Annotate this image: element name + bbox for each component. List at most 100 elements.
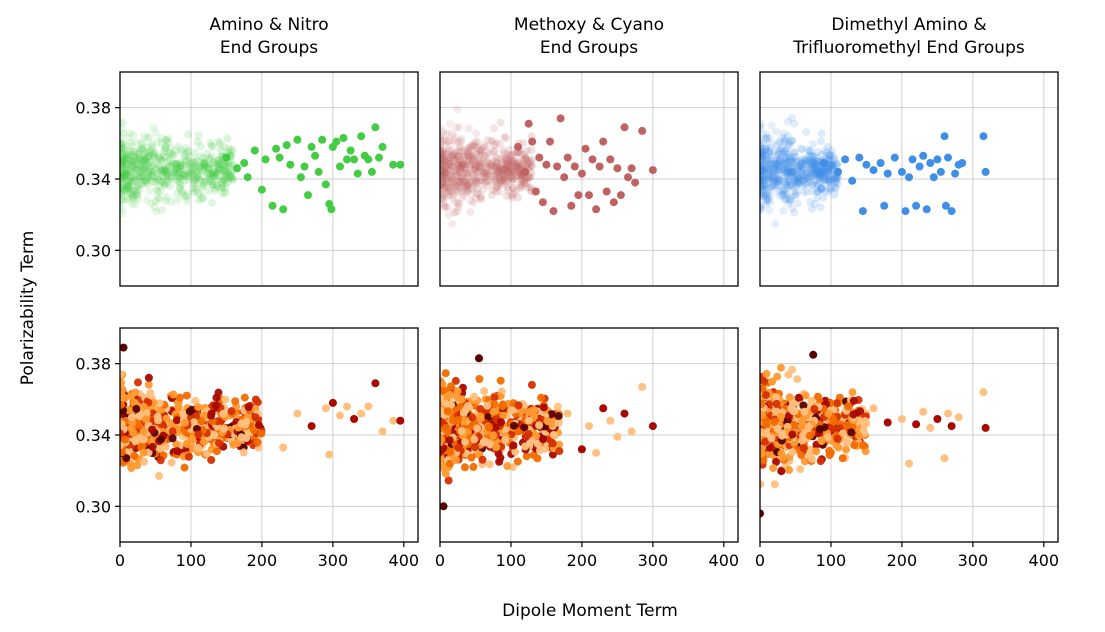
scatter-point <box>624 173 632 182</box>
scatter-point <box>186 170 195 179</box>
scatter-point <box>173 177 182 186</box>
scatter-point <box>477 145 486 154</box>
scatter-point <box>760 190 766 199</box>
scatter-point <box>777 186 786 195</box>
scatter-point <box>499 175 508 184</box>
scatter-point <box>760 174 768 183</box>
scatter-point <box>120 138 127 147</box>
scatter-point <box>522 154 531 163</box>
scatter-point <box>456 152 465 161</box>
scatter-point <box>525 159 534 168</box>
scatter-point <box>124 178 133 187</box>
scatter-point <box>146 148 155 157</box>
scatter-point <box>463 180 472 189</box>
scatter-point <box>809 159 818 168</box>
scatter-point <box>810 165 819 174</box>
scatter-point <box>172 159 181 168</box>
scatter-point <box>447 183 456 192</box>
scatter-point <box>198 182 207 191</box>
scatter-point <box>760 201 764 210</box>
scatter-point <box>763 148 772 157</box>
scatter-point <box>445 146 454 155</box>
scatter-point <box>769 171 778 180</box>
scatter-point <box>785 165 794 174</box>
scatter-point <box>440 168 449 177</box>
scatter-point <box>120 159 125 167</box>
scatter-point <box>766 153 775 162</box>
scatter-point <box>524 408 533 417</box>
scatter-point <box>459 183 468 192</box>
scatter-point <box>505 150 514 159</box>
scatter-point <box>175 185 184 193</box>
scatter-point <box>451 376 460 385</box>
scatter-point <box>192 157 201 166</box>
scatter-point <box>192 174 201 183</box>
scatter-point <box>883 418 892 427</box>
scatter-point <box>760 149 764 157</box>
scatter-point <box>803 145 812 154</box>
scatter-point <box>462 187 471 196</box>
scatter-point <box>513 163 522 172</box>
scatter-point <box>120 183 125 192</box>
scatter-point <box>469 163 478 172</box>
scatter-point <box>496 118 505 127</box>
scatter-point <box>861 417 870 426</box>
scatter-point <box>443 156 452 165</box>
scatter-point <box>855 431 864 440</box>
scatter-point <box>485 170 494 179</box>
scatter-point <box>186 168 195 177</box>
scatter-point <box>222 153 231 162</box>
scatter-point <box>175 173 184 182</box>
scatter-point <box>613 432 622 441</box>
scatter-point <box>798 166 806 175</box>
scatter-point <box>168 151 177 159</box>
scatter-point <box>131 153 140 162</box>
scatter-point <box>130 153 139 162</box>
scatter-point <box>787 168 796 177</box>
scatter-point <box>148 172 157 181</box>
scatter-point <box>767 157 776 166</box>
scatter-point <box>501 177 510 186</box>
scatter-point <box>760 177 766 186</box>
scatter-point <box>183 169 192 178</box>
scatter-point <box>822 169 830 178</box>
scatter-point <box>216 160 225 168</box>
scatter-point <box>760 177 769 186</box>
scatter-point <box>491 423 500 432</box>
scatter-point <box>513 148 522 157</box>
scatter-point <box>446 187 455 196</box>
scatter-point <box>483 163 492 172</box>
scatter-point <box>768 182 777 191</box>
scatter-point <box>139 168 148 177</box>
scatter-point <box>215 160 224 168</box>
scatter-point <box>194 171 203 180</box>
scatter-point <box>813 161 821 170</box>
scatter-point <box>462 184 471 193</box>
scatter-point <box>173 172 182 181</box>
scatter-point <box>440 195 446 204</box>
scatter-point <box>206 138 215 147</box>
y-axis-label: Polarizability Term <box>18 231 38 386</box>
scatter-point <box>805 158 814 167</box>
scatter-point <box>204 163 213 171</box>
scatter-point <box>773 154 782 163</box>
scatter-point <box>120 178 125 187</box>
scatter-point <box>789 159 798 168</box>
scatter-point <box>769 172 778 181</box>
scatter-point <box>773 163 782 172</box>
scatter-point <box>789 167 798 176</box>
scatter-point <box>120 160 127 168</box>
scatter-point <box>192 156 201 165</box>
scatter-point <box>760 163 765 172</box>
scatter-point <box>516 181 525 189</box>
scatter-point <box>160 164 169 173</box>
scatter-point <box>764 196 773 205</box>
scatter-point <box>180 170 189 179</box>
scatter-point <box>769 181 778 190</box>
scatter-point <box>194 196 203 205</box>
scatter-point <box>776 155 784 164</box>
scatter-point <box>498 157 507 166</box>
scatter-point <box>127 192 136 201</box>
scatter-point <box>553 162 562 171</box>
scatter-point <box>513 162 522 171</box>
